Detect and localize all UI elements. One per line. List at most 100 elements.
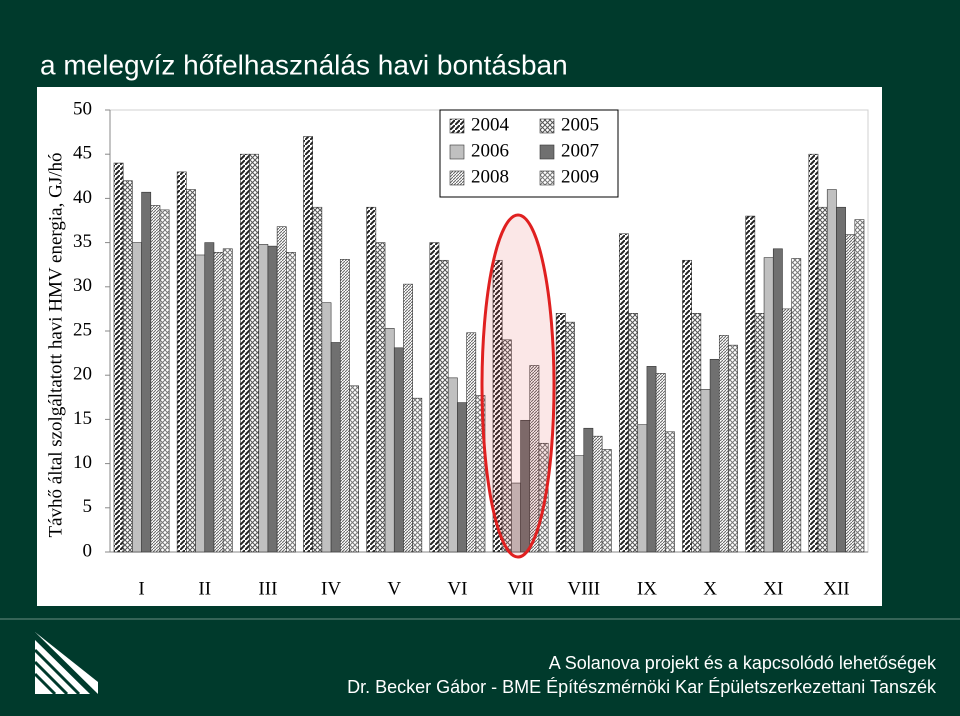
bar: [718, 335, 729, 553]
bar: [817, 206, 828, 553]
bar: [286, 252, 296, 553]
bar: [709, 358, 720, 553]
x-tick-label: V: [387, 578, 401, 599]
bar: [501, 339, 512, 553]
bar: [682, 259, 692, 553]
bar: [466, 332, 477, 553]
bar: [438, 259, 449, 553]
bar: [159, 209, 170, 553]
bar: [429, 242, 440, 553]
bar: [122, 180, 133, 553]
bar: [538, 442, 549, 553]
slide-title: a melegvíz hőfelhasználás havi bontásban: [40, 49, 568, 80]
footer-line: A Solanova projekt és a kapcsolódó lehet…: [549, 653, 937, 673]
y-tick-label: 25: [73, 319, 92, 340]
bar: [150, 205, 161, 553]
bar: [845, 234, 856, 553]
legend-label: 2009: [561, 166, 599, 187]
bar: [312, 206, 323, 553]
bar: [393, 347, 404, 553]
bar: [574, 455, 585, 553]
bar: [763, 257, 774, 553]
legend-label: 2007: [561, 140, 599, 161]
x-tick-label: VII: [507, 578, 533, 599]
bar: [204, 242, 215, 553]
y-tick-label: 0: [83, 540, 93, 561]
bar: [637, 424, 648, 553]
legend-label: 2006: [471, 140, 509, 161]
bar: [366, 206, 377, 553]
bar: [628, 313, 639, 553]
bar: [412, 397, 423, 553]
bar: [267, 245, 278, 553]
y-tick-label: 5: [83, 496, 93, 517]
bar: [854, 219, 865, 553]
bar: [375, 242, 386, 553]
bar: [691, 313, 702, 553]
logo: [33, 632, 98, 696]
footer-line: Dr. Becker Gábor - BME Építészmérnöki Ka…: [347, 677, 937, 697]
y-tick-label: 40: [73, 187, 92, 208]
legend-box: [439, 109, 619, 198]
bar: [176, 171, 187, 553]
y-tick-label: 50: [73, 98, 92, 119]
bar: [772, 248, 783, 553]
bar: [555, 313, 566, 553]
bar: [330, 342, 341, 553]
bar: [186, 189, 196, 553]
bar: [213, 252, 224, 553]
legend-swatch: [539, 144, 555, 160]
bar: [826, 189, 837, 553]
x-tick-label: I: [138, 578, 144, 599]
y-tick-label: 20: [73, 364, 92, 385]
bar: [592, 435, 603, 553]
bar: [655, 373, 666, 553]
bar: [475, 395, 486, 553]
bar: [349, 385, 359, 553]
x-tick-label: III: [258, 578, 277, 599]
bar: [565, 321, 575, 553]
bar: [646, 366, 657, 553]
bar: [583, 427, 594, 553]
bar: [754, 313, 765, 553]
bar: [113, 162, 124, 553]
bar: [303, 136, 313, 553]
y-axis-label: Távhő által szolgáltatott havi HMV energ…: [45, 152, 66, 537]
bar: [836, 206, 846, 553]
legend-swatch: [539, 118, 555, 134]
bar: [132, 242, 142, 553]
bar: [403, 283, 413, 553]
bar: [249, 153, 260, 553]
x-tick-label: VI: [447, 578, 467, 599]
bar: [665, 431, 675, 553]
bar: [808, 153, 819, 553]
legend-label: 2004: [471, 114, 510, 135]
bar: [700, 389, 711, 553]
legend-swatch: [449, 144, 465, 160]
x-tick-label: VIII: [567, 578, 600, 599]
bar: [339, 259, 350, 553]
legend-swatch: [449, 118, 465, 134]
legend-swatch: [449, 170, 465, 186]
bar: [791, 258, 802, 553]
y-tick-label: 10: [73, 452, 92, 473]
bar: [782, 308, 792, 553]
bar: [745, 215, 756, 553]
legend-label: 2005: [561, 114, 599, 135]
bar: [321, 302, 332, 553]
x-tick-label: II: [198, 578, 211, 599]
x-tick-label: XII: [823, 578, 849, 599]
y-tick-label: 45: [73, 143, 92, 164]
y-tick-label: 15: [73, 408, 92, 429]
bar: [195, 254, 206, 553]
y-tick-label: 30: [73, 275, 92, 296]
bar: [457, 402, 467, 553]
x-tick-label: IX: [637, 578, 657, 599]
bar: [276, 226, 287, 553]
legend-swatch: [539, 170, 555, 186]
x-tick-label: XI: [763, 578, 783, 599]
y-tick-label: 35: [73, 231, 92, 252]
x-tick-label: X: [703, 578, 717, 599]
